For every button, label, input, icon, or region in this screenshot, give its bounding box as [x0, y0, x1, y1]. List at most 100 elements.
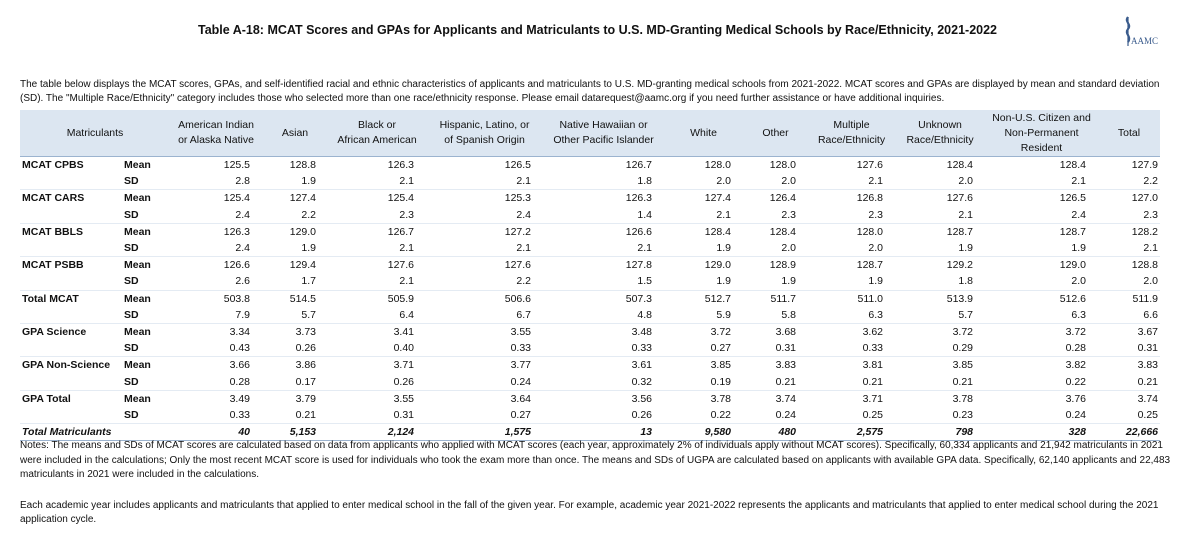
cell: 6.3 [985, 306, 1099, 324]
row-group: GPA Science [22, 325, 87, 338]
header-line: Other [762, 126, 789, 139]
cell: 3.86 [295, 359, 317, 372]
header-line: Total [1117, 126, 1141, 139]
cell: 127.2 [504, 225, 532, 238]
header-line: Race/Ethnicity [906, 134, 974, 146]
row-group [20, 406, 120, 424]
cell: 128.4 [1059, 159, 1087, 172]
header-line: of Spanish Origin [444, 134, 525, 146]
cell: 127.6 [856, 159, 884, 172]
cell: 2.3 [743, 206, 809, 224]
cell: 2.4 [426, 206, 544, 224]
table-row: MCAT PSBB Mean 126.6 129.4 127.6 127.6 127.8 12… [20, 257, 1160, 274]
logo-graphic: AAMC [1125, 16, 1158, 46]
cell: 2.1 [895, 206, 986, 224]
row-stat: Mean [124, 259, 151, 272]
table-row: SD 0.28 0.17 0.26 0.24 0.32 0.19 0.21 0.21 0.21 0.… [20, 373, 1161, 391]
cell: 128.0 [704, 159, 732, 172]
row-group: MCAT CARS [22, 192, 85, 205]
cell: 0.21 [262, 406, 329, 424]
cell: 0.21 [808, 373, 896, 391]
header-line: Unknown [918, 119, 962, 131]
total-cell: 2,575 [808, 422, 896, 442]
cell: 2.1 [1098, 239, 1161, 258]
table-row: GPA Science Mean 3.34 3.73 3.41 3.55 3.48 3.72 3… [20, 323, 1160, 340]
cell: 2.4 [170, 206, 263, 224]
column-header: Total [1098, 110, 1161, 157]
cell: 3.83 [1137, 359, 1159, 372]
table-row: MCAT BBLS Mean 126.3 129.0 126.7 127.2 126.6 12… [20, 223, 1160, 240]
cell: 4.8 [543, 306, 665, 324]
cell: 2.4 [985, 206, 1099, 224]
row-stat: SD [120, 406, 171, 424]
note: Each academic year includes applicants a… [20, 499, 1159, 526]
cell: 3.55 [393, 392, 415, 405]
row-stat: Mean [124, 225, 151, 238]
cell: 514.5 [289, 292, 317, 305]
cell: 1.8 [543, 173, 665, 191]
column-header: American Indian or Alaska Native [170, 110, 263, 157]
description: The table below displays the MCAT scores… [20, 79, 1160, 104]
total-label: Total Matriculants [20, 422, 171, 442]
cell: 3.68 [775, 325, 797, 338]
cell: 128.8 [1131, 259, 1159, 272]
cell: 3.72 [952, 325, 974, 338]
header-line: Asian [281, 126, 309, 139]
row-stat: SD [120, 239, 171, 258]
cell: 127.4 [289, 192, 317, 205]
table-row: SD 0.33 0.21 0.31 0.27 0.26 0.22 0.24 0.25 0.23 0.… [20, 406, 1161, 424]
total-row: Total Matriculants 40 5,153 2,124 1,575 13 9,5… [20, 422, 1161, 442]
row-stat: SD [120, 273, 171, 291]
header-line: White [690, 126, 717, 139]
cell: 3.55 [510, 325, 532, 338]
cell: 6.6 [1098, 306, 1161, 324]
cell: 128.2 [1131, 225, 1159, 238]
cell: 3.78 [952, 392, 974, 405]
total-cell: 40 [170, 422, 263, 442]
cell: 2.3 [328, 206, 427, 224]
cell: 125.5 [223, 159, 251, 172]
logo: AAMC [1118, 14, 1168, 55]
cell: 0.32 [543, 373, 665, 391]
row-stat: Mean [124, 159, 151, 172]
row-group: MCAT CPBS [22, 159, 84, 172]
cell: 0.22 [985, 373, 1099, 391]
cell: 0.31 [1098, 340, 1161, 358]
row-stat: Mean [124, 192, 151, 205]
cell: 1.9 [262, 239, 329, 258]
cell: 3.81 [862, 359, 884, 372]
cell: 512.6 [1059, 292, 1087, 305]
cell: 0.28 [985, 340, 1099, 358]
cell: 126.6 [625, 225, 653, 238]
column-header: Multiple Race/Ethnicity [808, 110, 896, 157]
cell: 505.9 [387, 292, 415, 305]
cell: 0.33 [426, 340, 544, 358]
cell: 2.0 [743, 239, 809, 258]
logo-text: AAMC [1131, 36, 1158, 46]
cell: 511.0 [857, 292, 884, 305]
table-row: SD 7.9 5.7 6.4 6.7 4.8 5.9 5.8 6.3 5.7 6.3 6.6 [20, 306, 1161, 324]
cell: 511.9 [1132, 292, 1159, 305]
row-stat: SD [120, 306, 171, 324]
cell: 127.8 [625, 259, 653, 272]
total-cell: 22,666 [1098, 422, 1161, 442]
cell: 129.2 [946, 259, 974, 272]
column-header: Unknown Race/Ethnicity [895, 110, 986, 157]
header-line: Black or [358, 119, 396, 131]
cell: 0.21 [1098, 373, 1161, 391]
cell: 3.85 [952, 359, 974, 372]
cell: 0.23 [895, 406, 986, 424]
cell: 128.7 [946, 225, 974, 238]
cell: 126.5 [504, 159, 532, 172]
cell: 0.40 [328, 340, 427, 358]
cell: 0.28 [170, 373, 263, 391]
total-cell: 798 [895, 422, 986, 442]
cell: 0.17 [262, 373, 329, 391]
cell: 0.26 [262, 340, 329, 358]
total-cell: 1,575 [426, 422, 544, 442]
header-line: or Alaska Native [178, 134, 254, 146]
header-line: Resident [1020, 141, 1063, 154]
cell: 2.0 [808, 239, 896, 258]
cell: 5.9 [664, 306, 744, 324]
cell: 0.27 [426, 406, 544, 424]
